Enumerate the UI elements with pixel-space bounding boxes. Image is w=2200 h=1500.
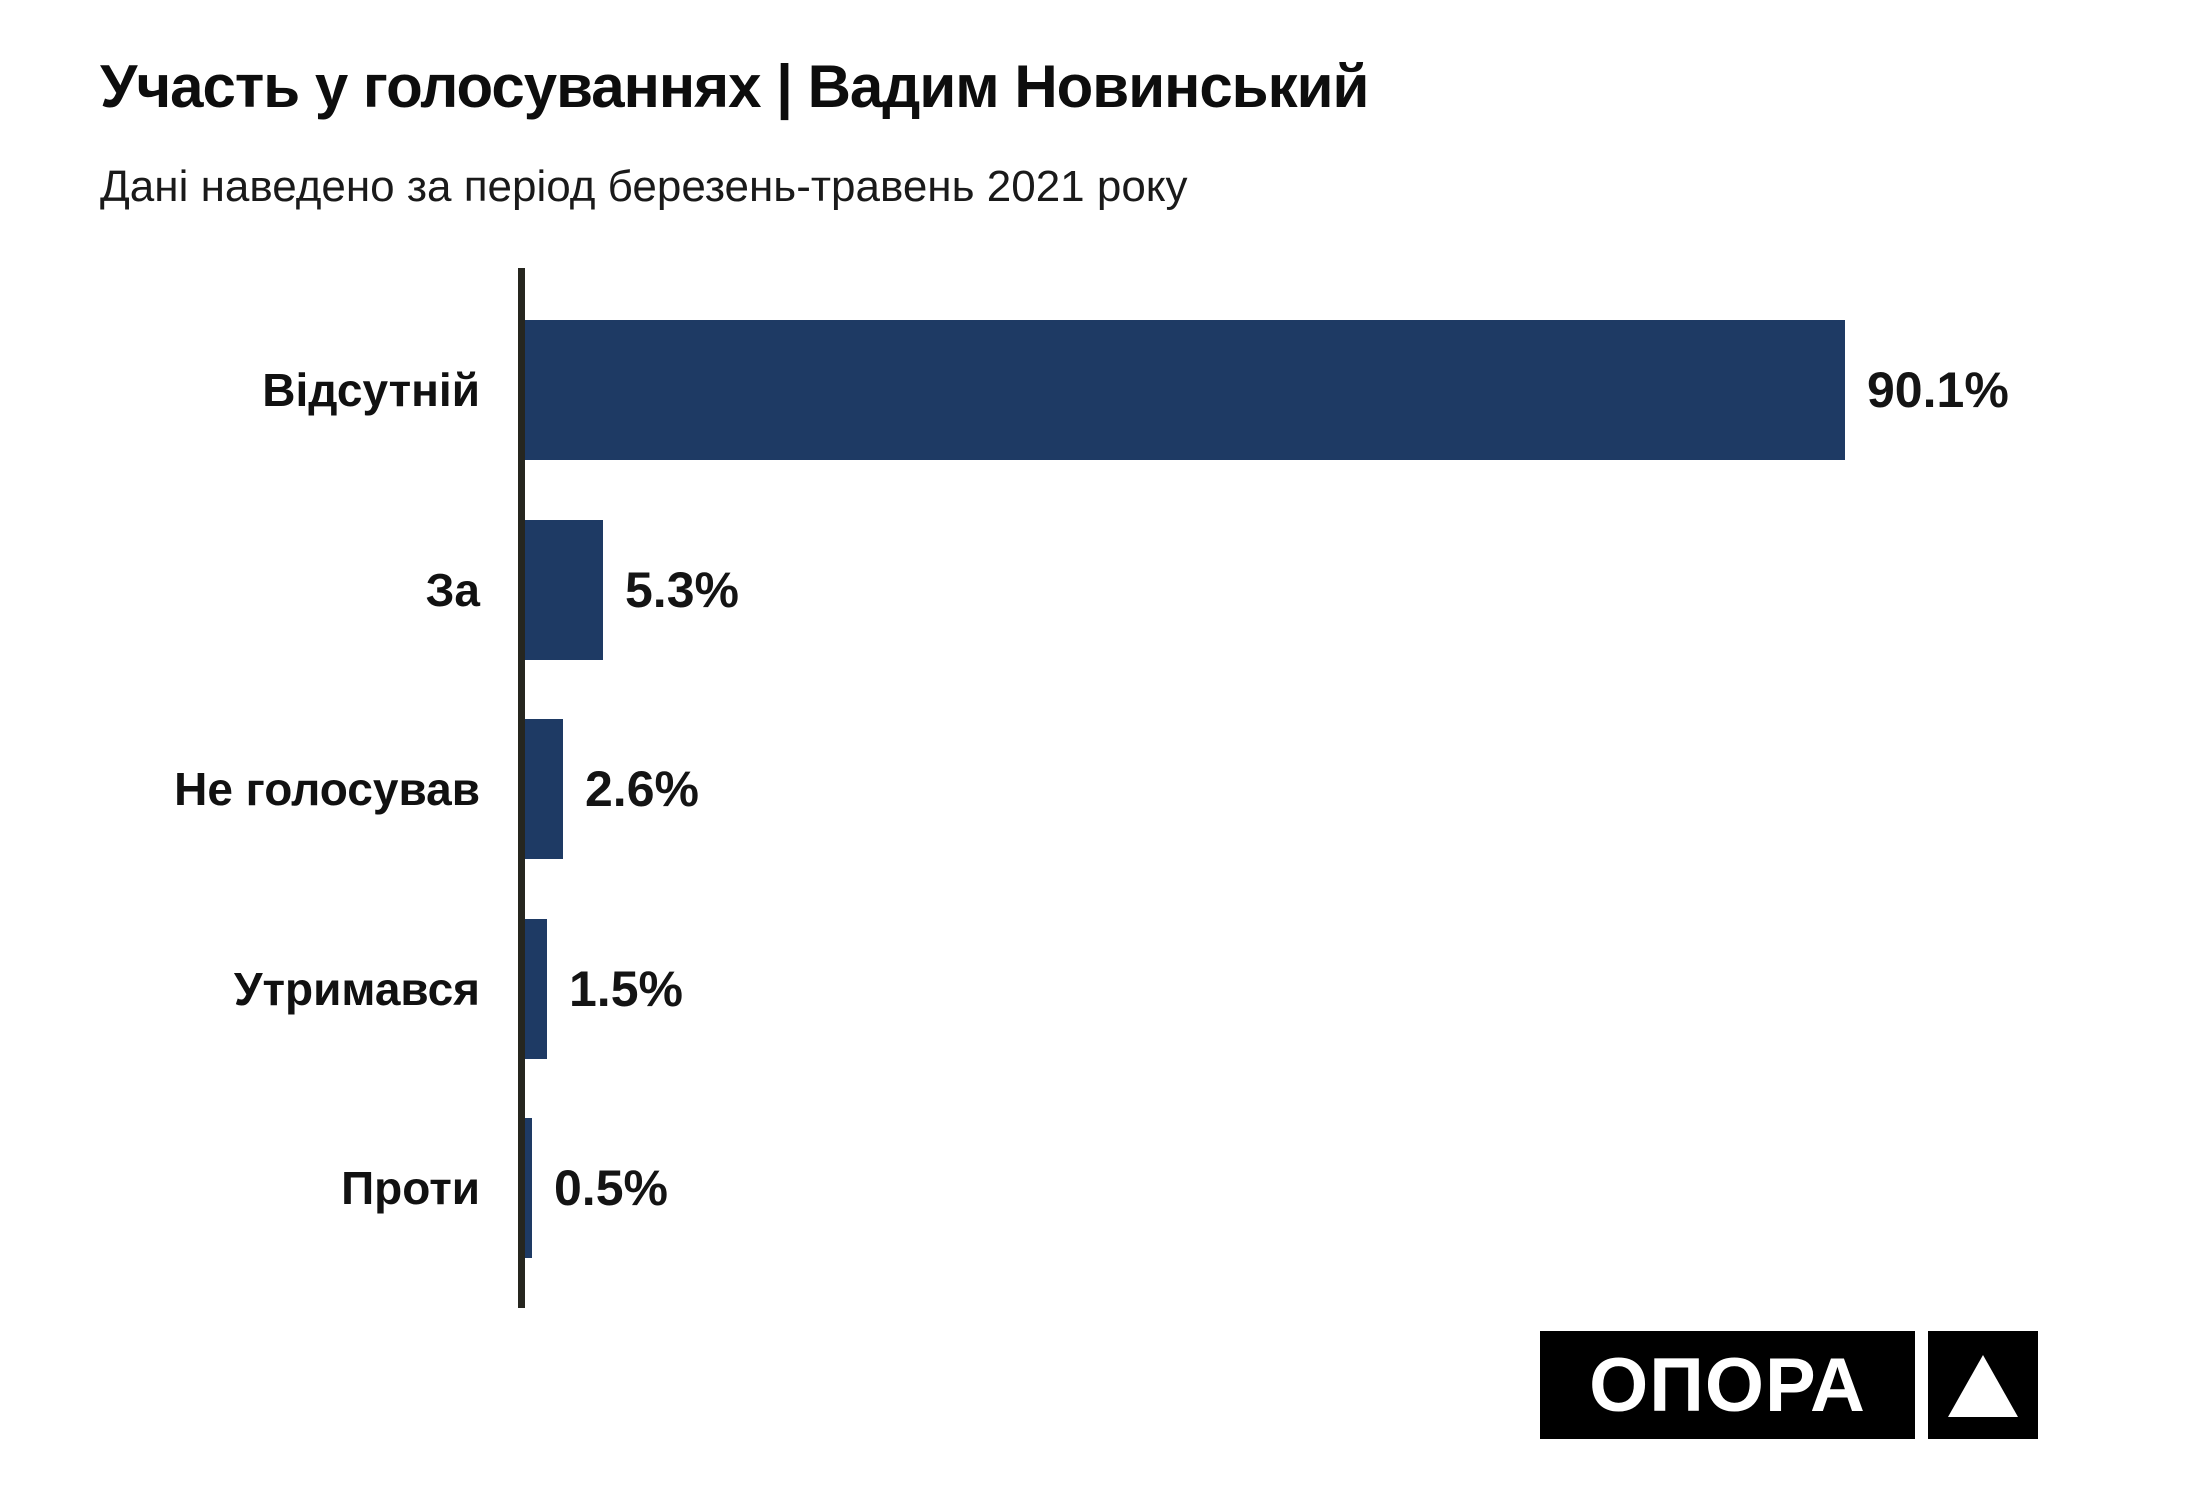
category-label: Проти [341,1162,480,1214]
category-label: Утримався [233,962,480,1015]
bar [525,918,547,1059]
category-label: За [425,563,480,616]
bar-row: Відсутній 90.1% [0,320,2200,460]
opora-logo-wordmark: ОПОРА [1540,1331,1915,1439]
value-label: 90.1% [1867,362,2009,418]
bar [525,320,1845,460]
bar [525,719,563,859]
category-label: Не голосував [174,763,480,815]
value-label: 2.6% [585,761,699,817]
bar [525,519,603,660]
opora-logo-divider [1915,1331,1928,1439]
bar-row: Утримався 1.5% [0,918,2200,1059]
bar [525,1118,532,1258]
bar-row: За 5.3% [0,519,2200,660]
value-label: 1.5% [569,960,683,1017]
bar-row: Проти 0.5% [0,1118,2200,1258]
opora-logo-symbol-box [1928,1331,2038,1439]
value-label: 0.5% [554,1160,668,1216]
category-label: Відсутній [262,364,480,416]
page-title: Участь у голосуваннях | Вадим Новинський [100,53,1369,120]
page-subtitle: Дані наведено за період березень-травень… [100,162,1188,211]
value-label: 5.3% [625,561,739,618]
opora-logo: ОПОРА [1540,1331,2038,1439]
bar-row: Не голосував 2.6% [0,719,2200,859]
y-axis-line [518,268,525,1308]
triangle-icon [1948,1355,2018,1417]
